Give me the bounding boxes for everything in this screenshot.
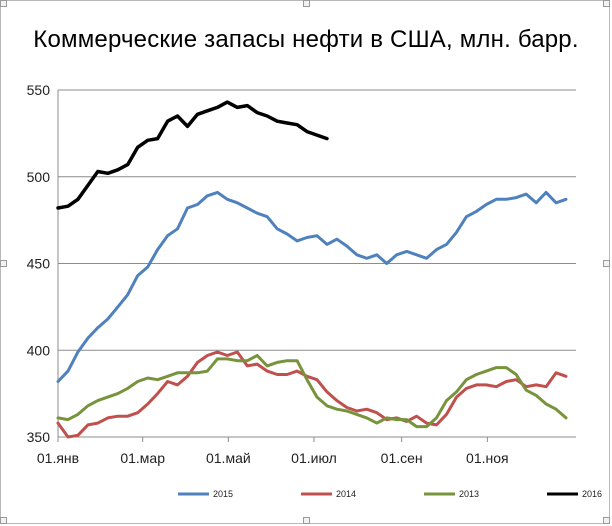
series-line-2016 [56, 100, 329, 210]
legend: 2015 2014 2013 2016 [178, 489, 602, 499]
resize-handle-top[interactable] [303, 0, 310, 7]
legend-label: 2016 [582, 489, 602, 499]
resize-handle-bottom-right[interactable] [603, 517, 610, 524]
x-tick-label: 01.мар [120, 450, 165, 466]
legend-label: 2015 [213, 489, 233, 499]
gridlines [58, 89, 576, 438]
y-tick-label: 450 [27, 256, 51, 272]
series-line-2014 [56, 350, 568, 439]
series-lines [56, 100, 568, 439]
legend-item-2013: 2013 [424, 489, 479, 499]
x-tick-label: 01.сен [381, 450, 423, 466]
legend-item-2014: 2014 [301, 489, 356, 499]
axes: 350 400 450 500 550 01.янв 01.мар 01.май 01.июл 0… [27, 82, 509, 466]
x-tick-label: 01.май [206, 450, 251, 466]
y-tick-label: 400 [27, 342, 51, 358]
series-line-2015 [56, 190, 568, 383]
resize-handle-right[interactable] [603, 260, 610, 267]
resize-handle-bottom-left[interactable] [0, 517, 7, 524]
series-line-2013 [56, 354, 568, 429]
legend-label: 2013 [459, 489, 479, 499]
resize-handle-left[interactable] [0, 260, 7, 267]
resize-handle-bottom[interactable] [303, 517, 310, 524]
x-tick-label: 01.янв [37, 450, 79, 466]
legend-item-2015: 2015 [178, 489, 233, 499]
x-tick-label: 01.ноя [466, 450, 509, 466]
legend-item-2016: 2016 [547, 489, 602, 499]
y-tick-label: 350 [27, 429, 51, 445]
resize-handle-top-left[interactable] [0, 0, 7, 7]
legend-label: 2014 [336, 489, 356, 499]
chart-title: Коммерческие запасы нефти в США, млн. ба… [33, 26, 579, 53]
y-tick-label: 550 [27, 82, 51, 98]
x-tick-label: 01.июл [291, 450, 337, 466]
y-tick-label: 500 [27, 169, 51, 185]
resize-handle-top-right[interactable] [603, 0, 610, 7]
